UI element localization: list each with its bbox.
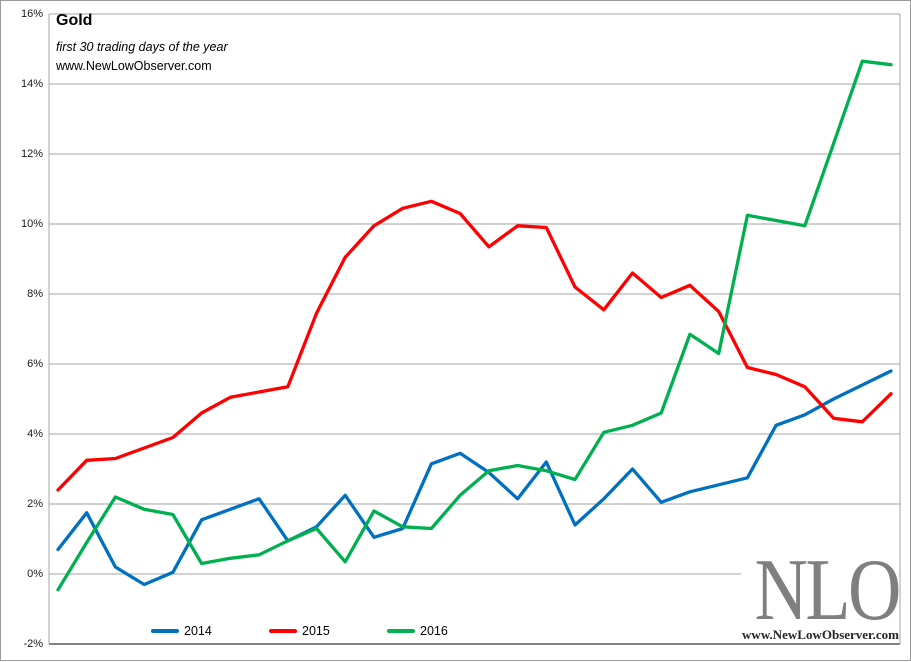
- legend-label: 2016: [420, 624, 448, 638]
- y-axis-tick-label: 10%: [20, 217, 43, 230]
- series-line-2014: [56, 369, 893, 587]
- y-axis-tick-label: 0%: [27, 567, 43, 580]
- nlo-watermark-acronym: NLO: [754, 542, 902, 639]
- chart-subtitle: first 30 trading days of the year: [56, 40, 228, 54]
- series-line-2015: [56, 199, 893, 492]
- legend-line-swatch-2014: [151, 629, 179, 633]
- y-axis-tick-label: 14%: [20, 77, 43, 90]
- y-axis-tick-label: 8%: [27, 287, 43, 300]
- gridlines: [49, 13, 900, 645]
- y-axis-tick-label: 16%: [20, 7, 43, 20]
- y-axis-tick-label: -2%: [23, 637, 43, 650]
- plot-frame: [48, 14, 901, 644]
- chart-source-url: www.NewLowObserver.com: [56, 59, 212, 73]
- legend-item-2014: 2014: [151, 623, 212, 639]
- chart-title: Gold: [56, 12, 93, 29]
- series-line-2016: [56, 59, 893, 592]
- legend-line-swatch-2016: [387, 629, 415, 633]
- y-axis-tick-label: 4%: [27, 427, 43, 440]
- legend-item-2016: 2016: [387, 623, 448, 639]
- y-axis-tick-label: 12%: [20, 147, 43, 160]
- legend-label: 2015: [302, 624, 330, 638]
- y-axis-tick-label: 6%: [27, 357, 43, 370]
- nlo-watermark-url: www.NewLowObserver.com: [742, 627, 899, 642]
- legend-label: 2014: [184, 624, 212, 638]
- legend-item-2015: 2015: [269, 623, 330, 639]
- legend-line-swatch-2015: [269, 629, 297, 633]
- nlo-watermark: NLO www.NewLowObserver.com: [741, 542, 902, 643]
- y-axis-tick-label: 2%: [27, 497, 43, 510]
- data-series-lines: [56, 59, 893, 592]
